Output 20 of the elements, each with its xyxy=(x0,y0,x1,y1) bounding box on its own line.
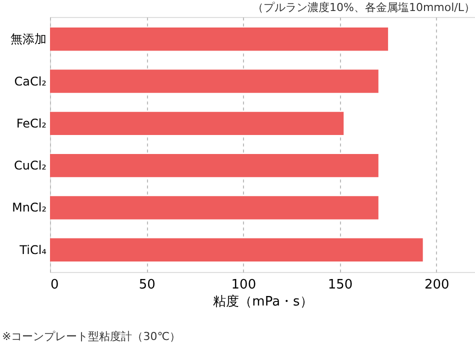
x-tick-label: 0 xyxy=(50,278,59,292)
text: ※コーンプレート型粘度計（30℃） xyxy=(2,330,181,343)
chart-subtitle: （プルラン濃度10%、各金属塩10mmol/L） xyxy=(252,1,475,14)
x-tick-label: 50 xyxy=(138,278,156,292)
x-axis-title: 粘度（mPa・s） xyxy=(213,294,313,310)
y-tick-label: CuCl₂ xyxy=(14,158,47,173)
y-tick-label: 無添加 xyxy=(10,32,46,46)
x-tick-label: 200 xyxy=(424,278,450,292)
bar xyxy=(50,196,378,220)
bar xyxy=(50,112,344,136)
x-tick-label: 100 xyxy=(231,278,256,292)
x-tick-label: 150 xyxy=(328,278,353,292)
y-tick-label: CaCl₂ xyxy=(14,74,47,88)
bar xyxy=(50,28,388,51)
y-tick-label: FeCl₂ xyxy=(16,116,47,130)
bar xyxy=(50,70,378,93)
y-tick-label: MnCl₂ xyxy=(12,200,47,215)
y-tick-label: TiCl₄ xyxy=(18,242,47,257)
bar xyxy=(50,238,423,262)
bar xyxy=(50,154,378,178)
